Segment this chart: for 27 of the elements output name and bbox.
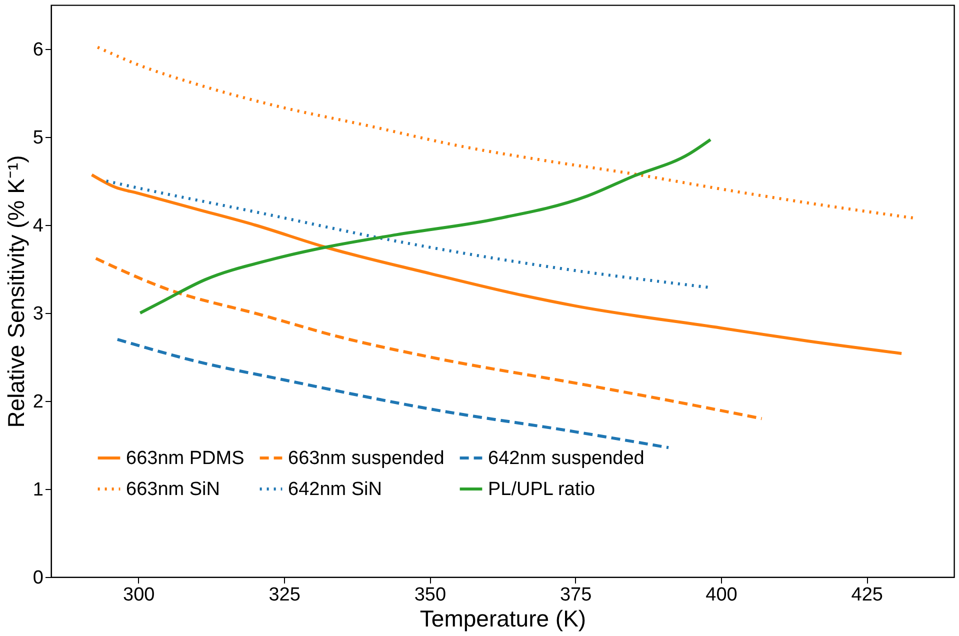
y-tick-label: 1 [32,480,44,500]
legend-label: 663nm SiN [126,479,220,500]
line-series [90,173,904,355]
line-series [104,180,711,289]
y-tick-label: 6 [32,40,44,60]
x-tick-label: 325 [268,584,300,606]
legend-label: 642nm suspended [488,448,644,469]
x-tick-label: 375 [560,584,592,606]
line-series [96,46,915,220]
x-tick-label: 300 [123,584,155,606]
x-tick-label: 350 [414,584,446,606]
y-axis-title: Relative Sensitivity (% K⁻¹) [2,155,29,428]
legend-label: PL/UPL ratio [488,479,596,500]
y-tick-label: 3 [32,304,44,324]
legend-label: 663nm suspended [288,448,444,469]
legend-label: 642nm SiN [288,479,382,500]
y-tick-label: 0 [32,568,44,588]
line-series [94,256,764,420]
y-tick-label: 2 [32,392,44,412]
line-series [116,338,670,450]
y-tick-label: 4 [32,216,44,236]
x-tick-label: 400 [706,584,738,606]
y-tick-label: 5 [32,128,44,148]
legend-label: 663nm PDMS [126,448,244,469]
line-series [138,138,712,314]
x-tick-label: 425 [851,584,883,606]
x-axis-title: Temperature (K) [420,606,586,632]
